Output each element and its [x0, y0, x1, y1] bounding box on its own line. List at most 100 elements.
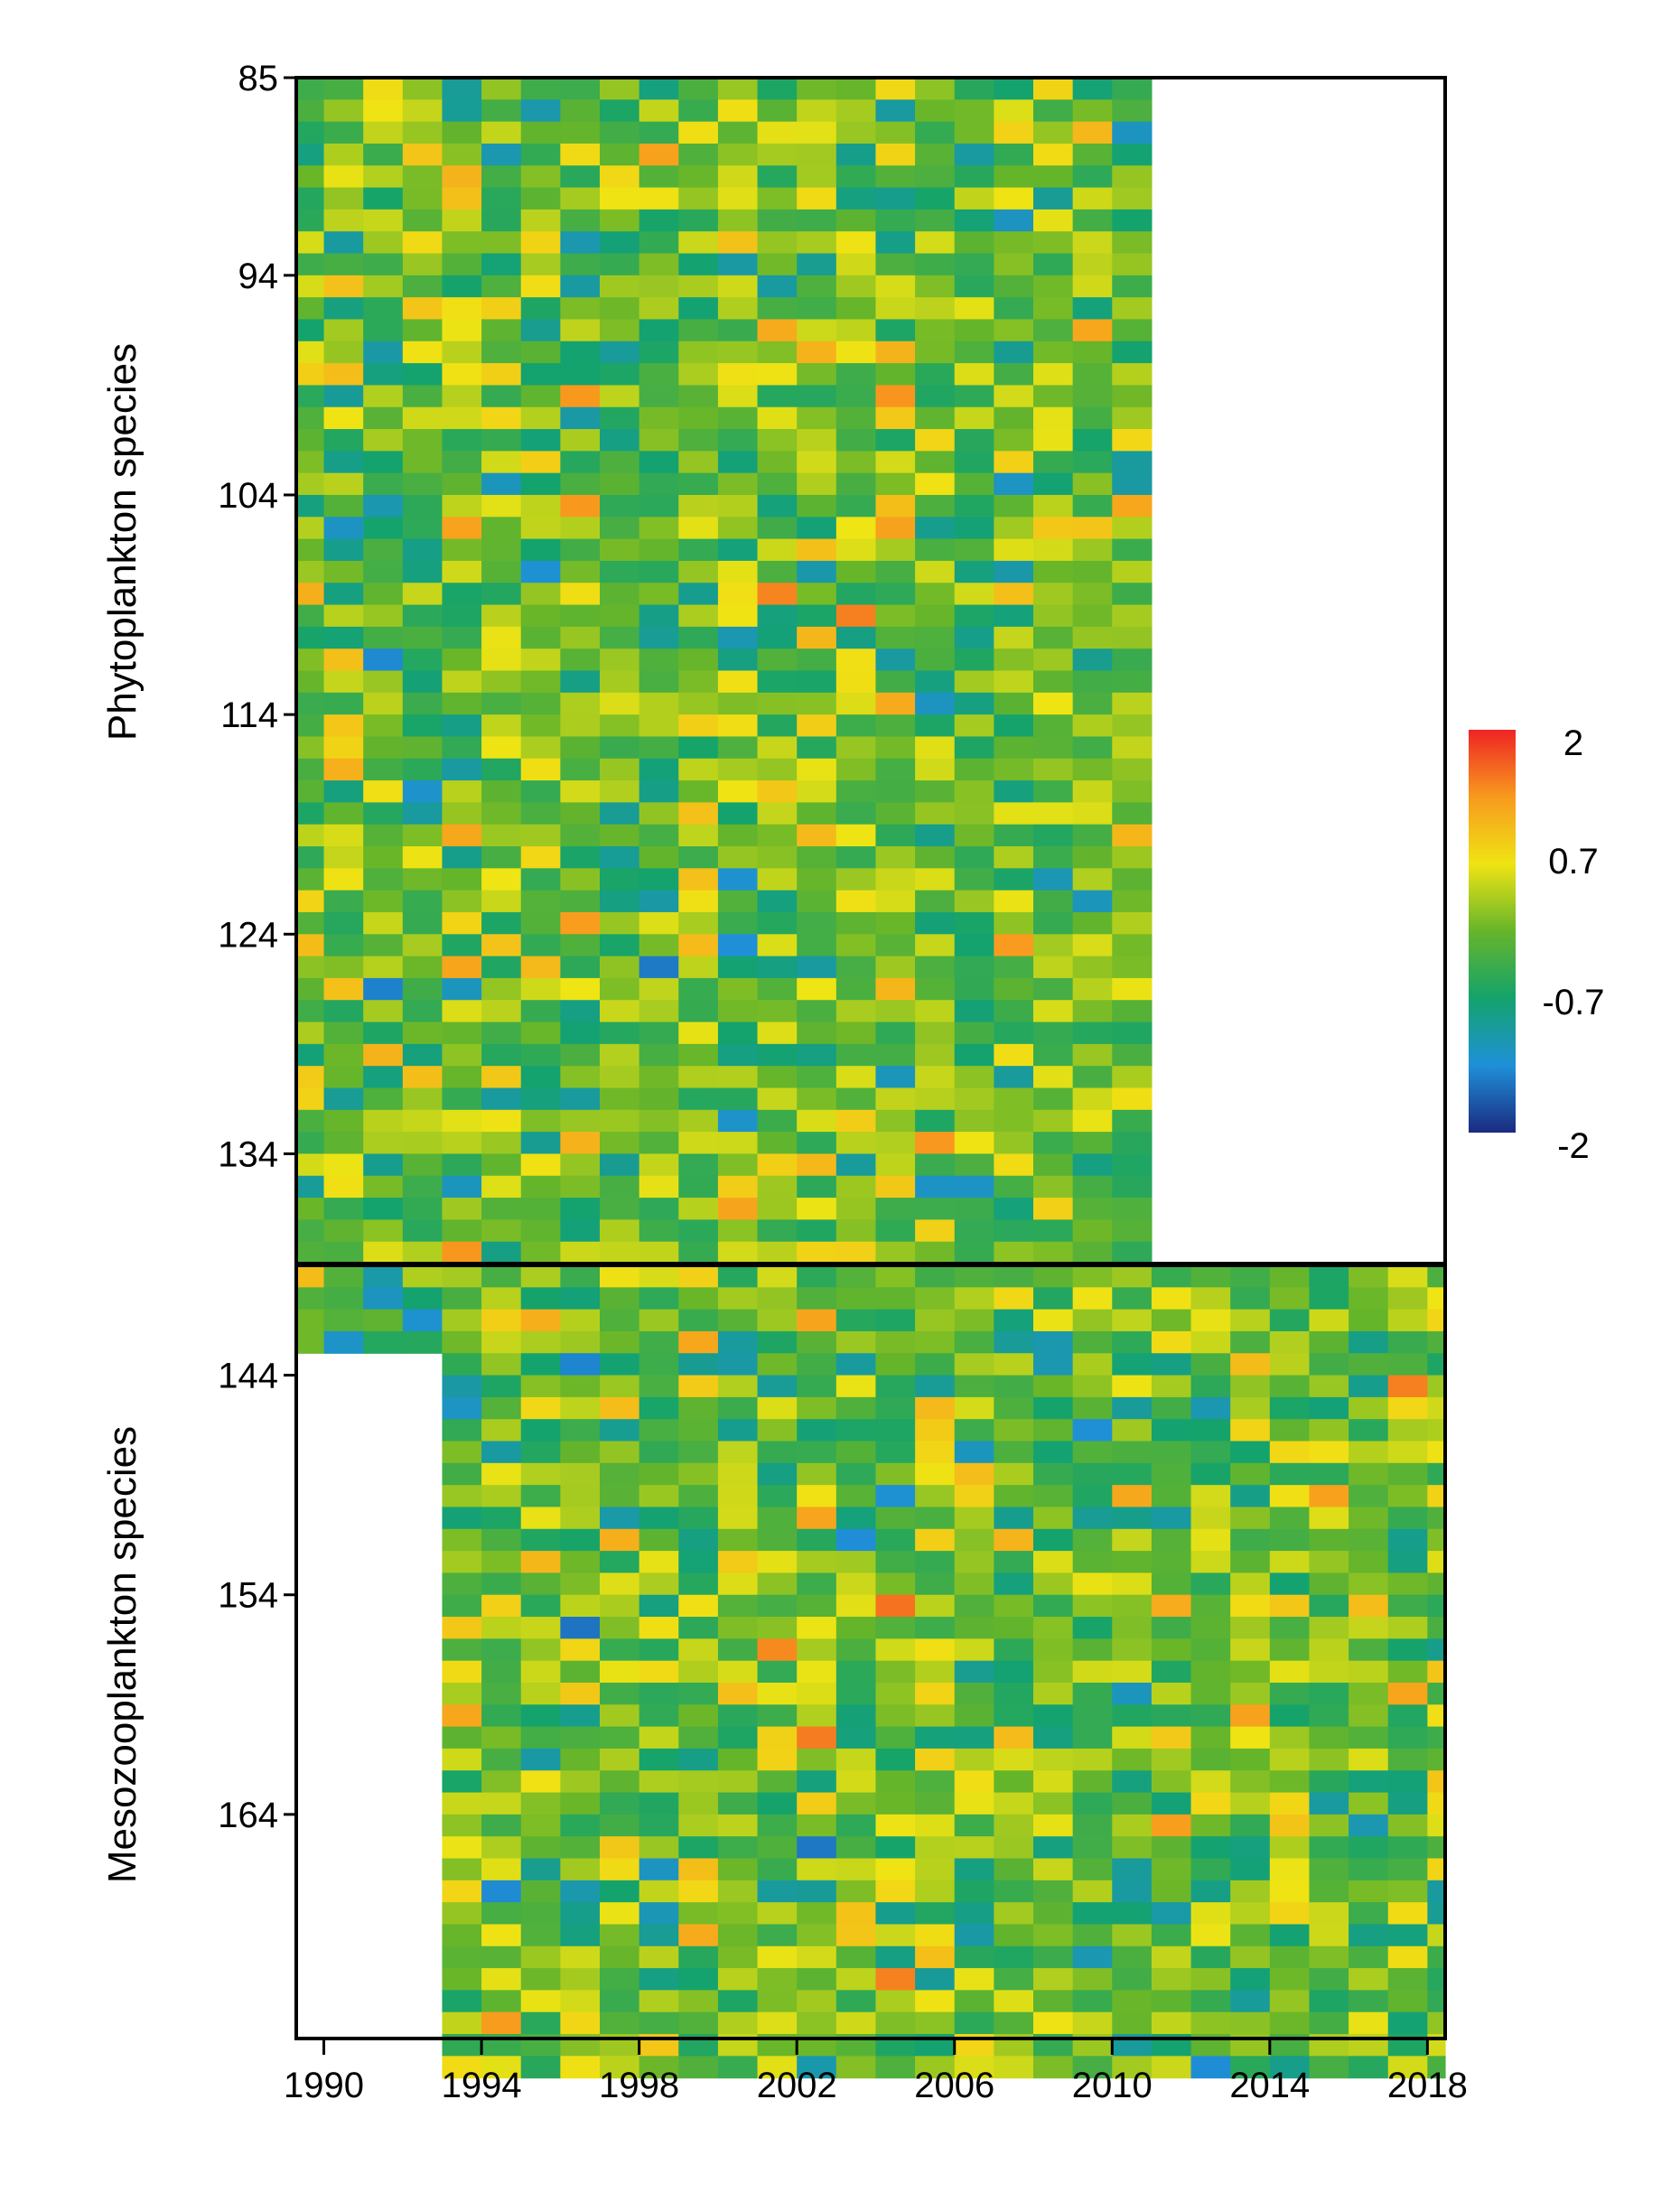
heatmap-cell [1349, 1968, 1389, 1991]
heatmap-cell [323, 1132, 364, 1155]
heatmap-cell [678, 2056, 719, 2079]
heatmap-cell [1269, 1638, 1311, 1662]
heatmap-cell [600, 231, 640, 255]
heatmap-cell [600, 1594, 640, 1618]
heatmap-cell [717, 692, 759, 715]
heatmap-cell [402, 956, 443, 979]
heatmap-cell [954, 1836, 994, 1860]
heatmap-cell [954, 472, 994, 496]
heatmap-cell [678, 1330, 719, 1354]
heatmap-cell [915, 583, 956, 606]
heatmap-cell [560, 626, 601, 649]
heatmap-cell [1151, 1770, 1192, 1794]
heatmap-cell [1427, 1704, 1446, 1728]
heatmap-cell [442, 1109, 482, 1133]
heatmap-cell [639, 209, 679, 232]
heatmap-cell [600, 1770, 640, 1794]
heatmap-cell [639, 736, 679, 760]
heatmap-cell [915, 1880, 956, 1903]
heatmap-cell [875, 1441, 916, 1464]
heatmap-cell [1033, 451, 1074, 474]
heatmap-cell [296, 1132, 325, 1155]
heatmap-cell [1033, 956, 1074, 979]
heatmap-cell [442, 934, 482, 957]
heatmap-cell [402, 868, 443, 891]
heatmap-cell [560, 121, 601, 145]
heatmap-cell [915, 143, 956, 166]
heatmap-cell [1112, 1175, 1153, 1199]
heatmap-cell [994, 1594, 1034, 1618]
heatmap-cell [560, 209, 601, 232]
heatmap-cell [717, 824, 759, 847]
heatmap-cell [1387, 1638, 1428, 1662]
heatmap-cell [481, 1000, 522, 1023]
heatmap-cell [1151, 1902, 1192, 1926]
heatmap-cell [520, 406, 561, 430]
heatmap-cell [639, 604, 679, 628]
heatmap-cell [797, 78, 837, 100]
heatmap-cell [520, 1175, 561, 1199]
heatmap-cell [835, 714, 877, 738]
heatmap-cell [1112, 583, 1153, 606]
heatmap-cell [1072, 165, 1113, 189]
heatmap-cell [1033, 692, 1074, 715]
heatmap-cell [1033, 99, 1074, 123]
heatmap-cell [1112, 802, 1153, 826]
heatmap-cell [717, 1066, 759, 1089]
heatmap-cell [954, 1968, 994, 1991]
heatmap-cell [402, 472, 443, 496]
heatmap-cell [520, 1153, 561, 1177]
heatmap-cell [757, 1353, 798, 1376]
heatmap-cell [442, 429, 482, 452]
heatmap-cell [600, 1528, 640, 1552]
heatmap-cell [1072, 1968, 1113, 1991]
heatmap-cell [757, 451, 798, 474]
heatmap-cell [678, 1726, 719, 1749]
heatmap-cell [402, 626, 443, 649]
heatmap-cell [402, 780, 443, 803]
heatmap-cell [520, 1660, 561, 1684]
heatmap-cell [481, 1241, 522, 1264]
heatmap-cell [1112, 429, 1153, 452]
heatmap-cell [520, 1441, 561, 1464]
heatmap-cell [994, 341, 1034, 364]
heatmap-cell [600, 1441, 640, 1464]
heatmap-cell [323, 890, 364, 913]
heatmap-cell [481, 1660, 522, 1684]
heatmap-cell [994, 472, 1034, 496]
colorbar-ticks: 20.7-0.7-2 [1543, 723, 1605, 1166]
heatmap-cell [560, 1704, 601, 1728]
heatmap-cell [442, 1551, 482, 1573]
heatmap-cell [1427, 1792, 1446, 1815]
heatmap-cell [481, 1858, 522, 1881]
heatmap-cell [1309, 1551, 1349, 1573]
heatmap-cell [1309, 1330, 1349, 1354]
heatmap-cell [639, 1814, 679, 1837]
heatmap-cell [402, 209, 443, 232]
heatmap-cell [835, 1022, 877, 1045]
heatmap-cell [520, 297, 561, 321]
heatmap-cell [442, 1330, 482, 1354]
heatmap-cell [875, 911, 916, 935]
heatmap-cell [875, 1682, 916, 1705]
heatmap-cell [1112, 560, 1153, 583]
heatmap-cell [717, 2056, 759, 2079]
heatmap-cell [835, 1043, 877, 1067]
heatmap-cell [994, 1066, 1034, 1089]
heatmap-cell [560, 2056, 601, 2079]
heatmap-cell [600, 1924, 640, 1947]
heatmap-cell [678, 824, 719, 847]
heatmap-cell [600, 1704, 640, 1728]
heatmap-cell [639, 275, 679, 298]
heatmap-cell [1269, 1572, 1311, 1596]
heatmap-cell [954, 1507, 994, 1530]
heatmap-cell [678, 1043, 719, 1067]
heatmap-cell [442, 1858, 482, 1881]
heatmap-cell [1033, 1066, 1074, 1089]
heatmap-cell [757, 1265, 798, 1288]
heatmap-cell [1190, 1726, 1231, 1749]
heatmap-cell [600, 911, 640, 935]
heatmap-cell [442, 319, 482, 342]
heatmap-cell [1072, 1375, 1113, 1398]
heatmap-cell [600, 1507, 640, 1530]
